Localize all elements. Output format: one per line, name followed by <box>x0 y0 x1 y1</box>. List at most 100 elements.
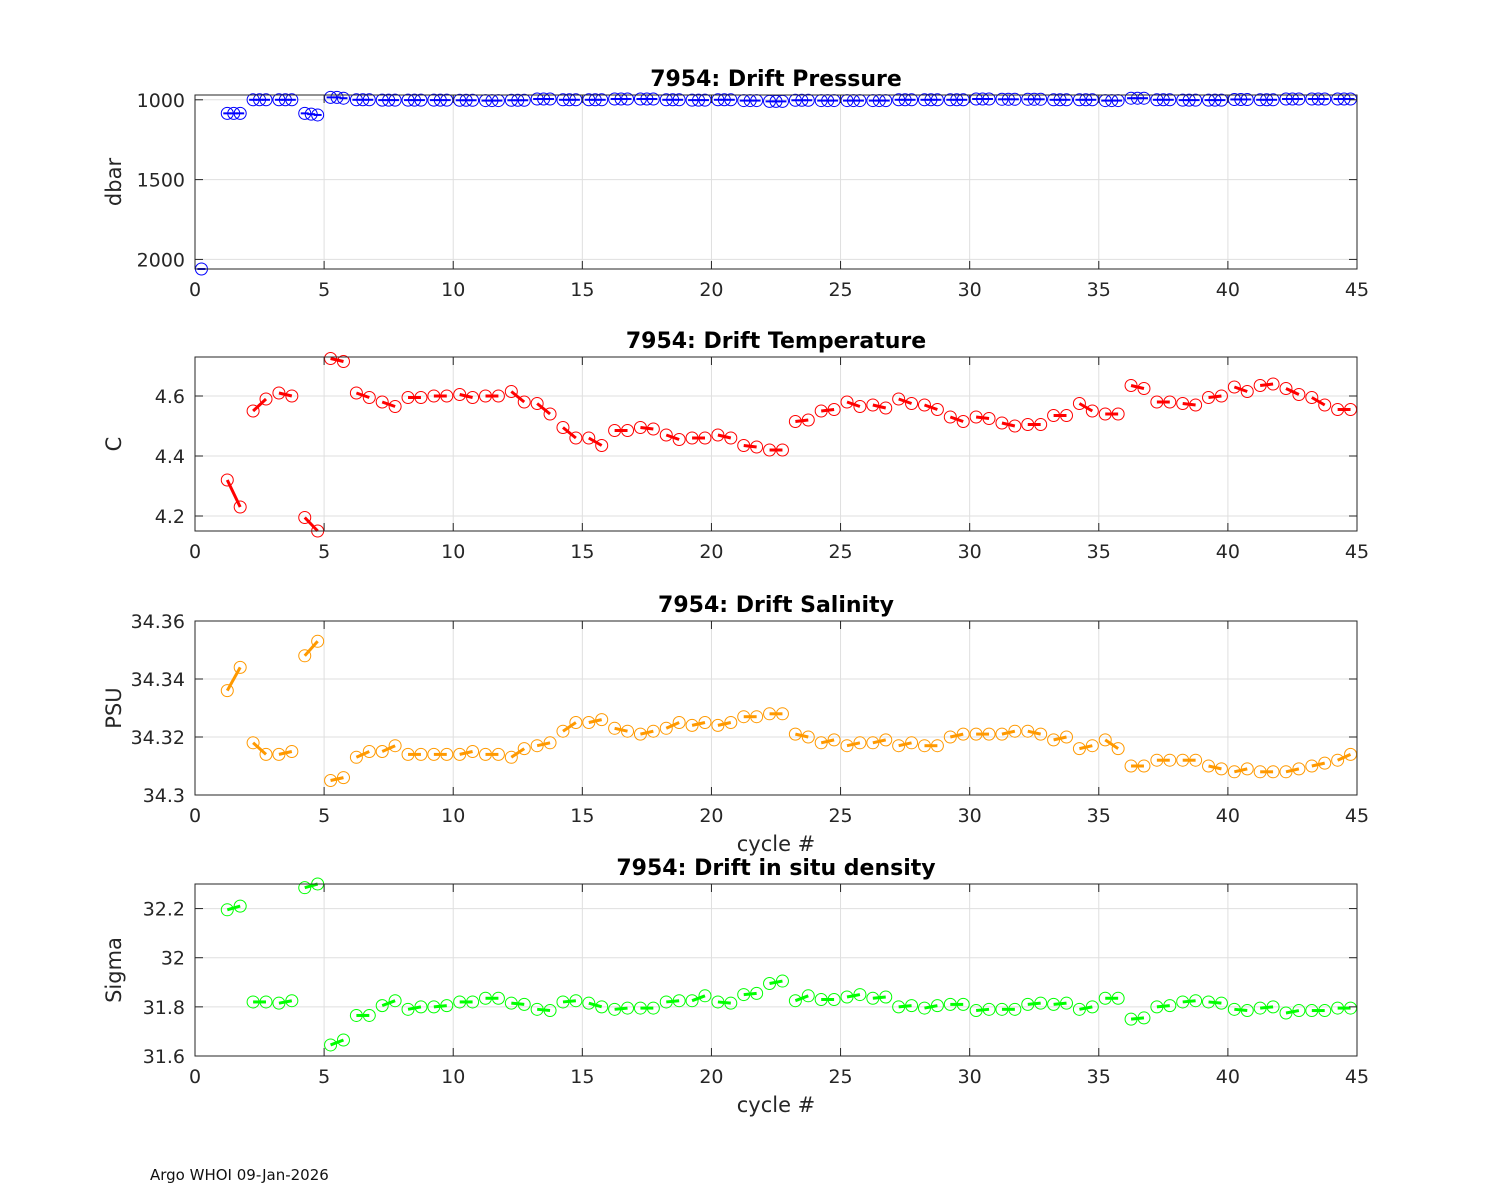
x-tick-label: 15 <box>570 805 594 827</box>
x-tick-label: 10 <box>441 541 465 563</box>
series-segment <box>923 403 938 411</box>
data-point <box>311 634 325 648</box>
series-segment <box>381 999 396 1008</box>
data-point <box>298 649 312 663</box>
data-point <box>1189 93 1203 107</box>
x-tick-label: 40 <box>1216 541 1240 563</box>
data-point <box>1318 398 1332 412</box>
data-point <box>1060 409 1073 422</box>
data-point <box>259 747 273 761</box>
data-point <box>1047 997 1061 1011</box>
x-tick-label: 20 <box>699 541 723 563</box>
data-point <box>595 1000 609 1014</box>
data-point <box>879 733 893 747</box>
series-segment <box>588 718 603 724</box>
data-point <box>582 996 596 1010</box>
data-point <box>1227 1002 1241 1016</box>
data-point <box>1253 765 1267 779</box>
data-point <box>1176 753 1190 767</box>
data-point <box>556 421 570 434</box>
x-tick-label: 45 <box>1345 805 1369 827</box>
series-segment <box>252 741 268 756</box>
series-segment <box>1208 764 1222 771</box>
y-tick-label: 34.3 <box>143 785 185 807</box>
data-point <box>233 500 247 514</box>
series-segment <box>510 390 526 404</box>
data-point <box>672 716 686 729</box>
data-point <box>1008 1002 1022 1016</box>
y-tick-label: 2000 <box>137 249 185 271</box>
data-point <box>801 730 815 744</box>
series-segment <box>1104 738 1119 750</box>
data-point <box>917 1001 931 1015</box>
series-segment <box>1027 729 1042 736</box>
series-segment <box>1337 753 1352 762</box>
series-segment <box>226 904 241 912</box>
data-point <box>259 93 273 107</box>
data-point <box>879 401 893 415</box>
data-point <box>1214 762 1228 776</box>
data-point <box>1072 742 1086 756</box>
data-point <box>543 92 557 106</box>
y-tick-label: 4.6 <box>155 386 185 408</box>
series-segment <box>717 433 732 440</box>
x-tick-label: 30 <box>958 1066 982 1088</box>
data-point <box>1111 407 1125 421</box>
data-point <box>401 391 415 404</box>
series-segment <box>407 1005 422 1011</box>
x-axis-label: cycle # <box>737 832 816 856</box>
data-point <box>220 684 234 698</box>
x-tick-label: 30 <box>958 541 982 563</box>
data-point <box>1305 759 1319 773</box>
data-point <box>1266 377 1280 391</box>
data-point <box>698 431 712 445</box>
data-point <box>491 389 505 403</box>
y-tick-label: 1500 <box>137 170 185 192</box>
data-point <box>1240 1004 1254 1018</box>
data-point <box>1266 765 1280 779</box>
data-point <box>1163 93 1177 107</box>
data-point <box>1124 1012 1138 1026</box>
series-segment <box>795 732 809 739</box>
data-point <box>853 736 867 750</box>
data-point <box>995 727 1009 741</box>
x-tick-label: 5 <box>318 541 330 563</box>
x-tick-label: 15 <box>570 1066 594 1088</box>
series-segment <box>355 750 370 759</box>
data-point <box>1305 1004 1319 1018</box>
data-point <box>1150 753 1164 767</box>
data-point <box>1202 391 1216 404</box>
data-point <box>298 881 312 895</box>
x-tick-label: 30 <box>958 805 982 827</box>
x-tick-label: 35 <box>1087 805 1111 827</box>
series-segment <box>510 747 526 759</box>
x-tick-label: 45 <box>1345 279 1369 301</box>
data-point <box>917 398 931 412</box>
data-point <box>659 721 673 735</box>
series-segment <box>536 741 551 748</box>
data-point <box>440 389 454 403</box>
data-point <box>956 415 970 428</box>
data-point <box>724 93 738 107</box>
x-tick-label: 40 <box>1216 805 1240 827</box>
data-point <box>1008 724 1022 738</box>
data-point <box>1124 379 1138 392</box>
data-point <box>956 997 970 1011</box>
data-point <box>724 996 738 1010</box>
data-point <box>969 727 983 741</box>
data-point <box>324 1038 338 1052</box>
data-point <box>775 443 789 457</box>
data-point <box>517 997 531 1011</box>
series-segment <box>846 993 861 999</box>
data-point <box>595 713 609 727</box>
x-tick-label: 0 <box>189 541 201 563</box>
x-tick-label: 30 <box>958 279 982 301</box>
data-point <box>427 1000 441 1014</box>
series-segment <box>330 357 344 363</box>
series-segment <box>949 732 964 739</box>
series-segment <box>640 729 654 736</box>
data-point <box>930 93 944 107</box>
series-segment <box>303 516 319 533</box>
data-point <box>479 389 492 403</box>
x-tick-label: 10 <box>441 805 465 827</box>
